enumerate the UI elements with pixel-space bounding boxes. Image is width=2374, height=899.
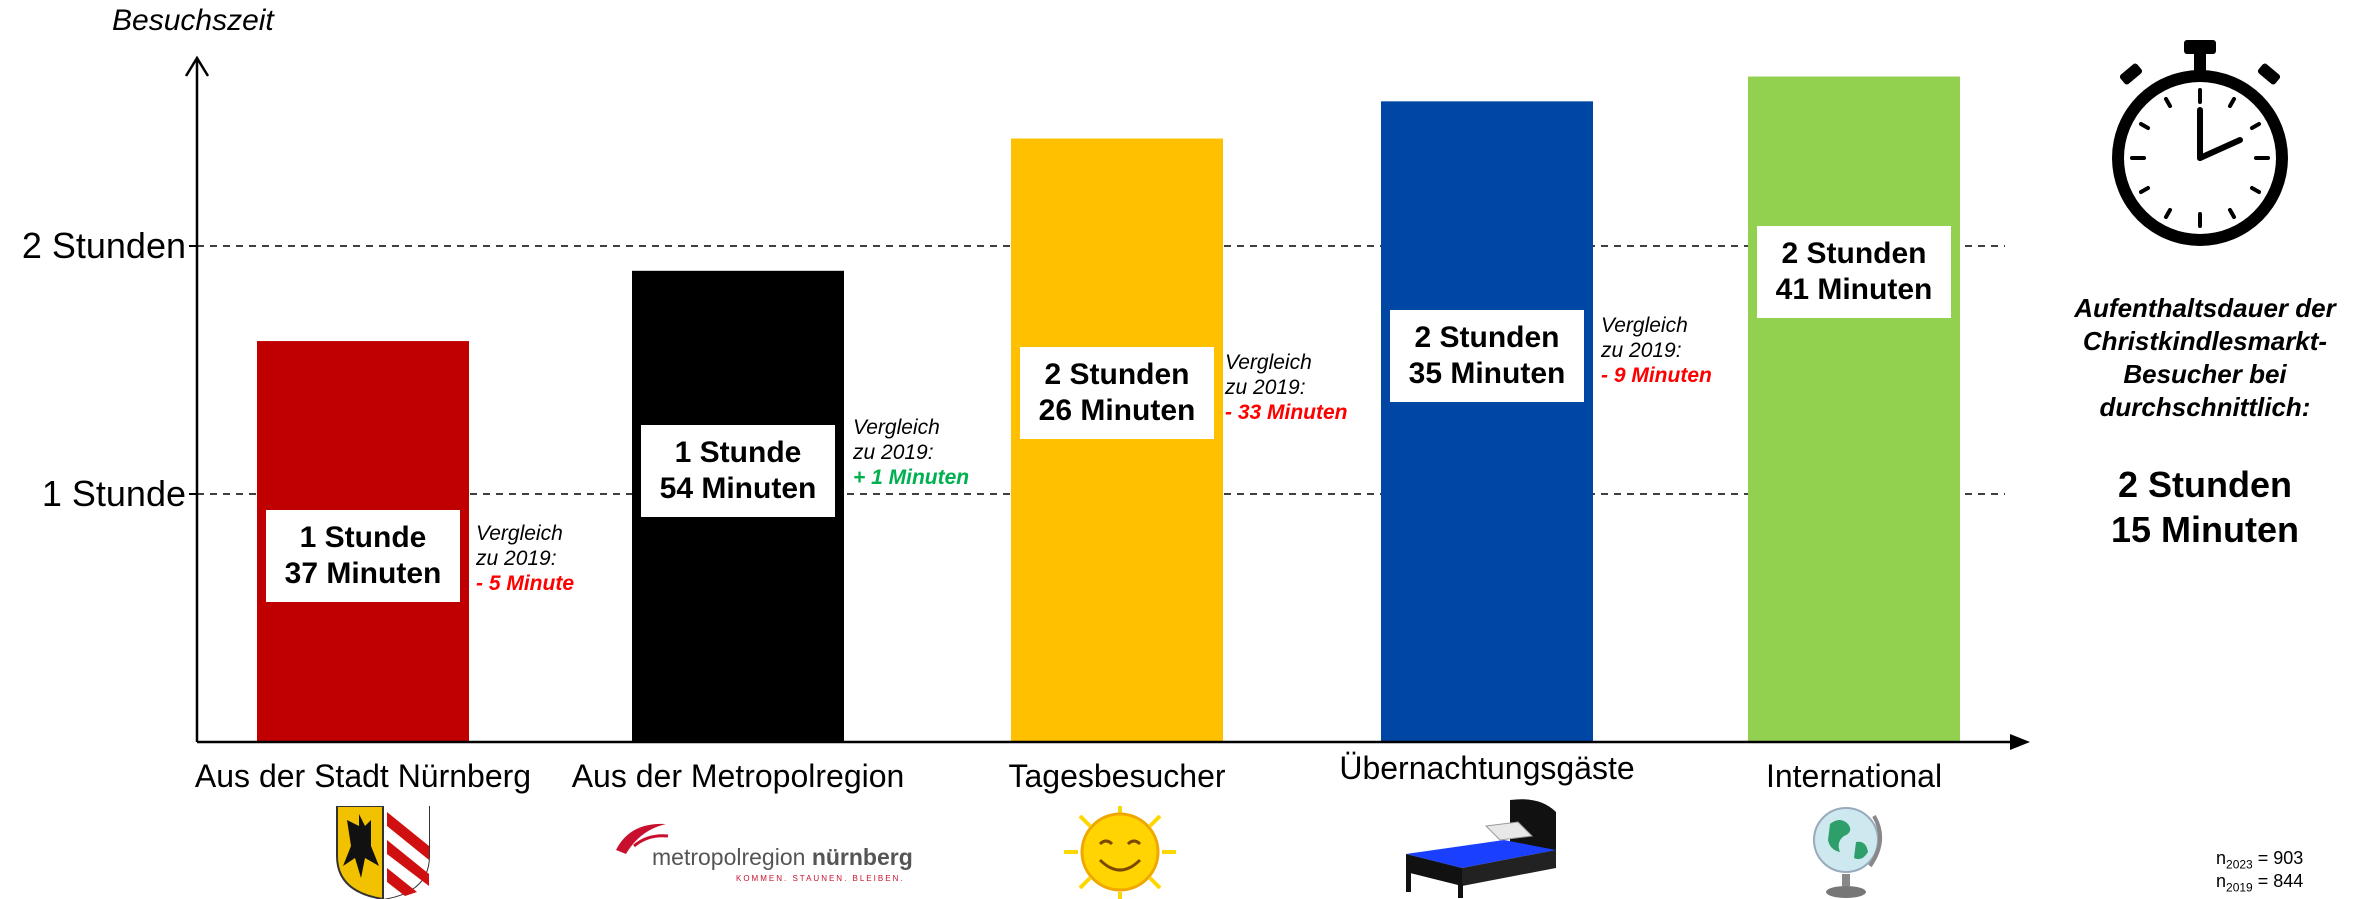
y-tick-label-1: 1 Stunde xyxy=(41,473,186,514)
summary-line-3: Besucher bei xyxy=(2123,359,2287,389)
sample-size-2019: n2019 = 844 xyxy=(2216,871,2304,895)
y-axis-arrow xyxy=(184,55,210,77)
bar-5 xyxy=(1748,76,1960,743)
comparison-note-2: Vergleich zu 2019: + 1 Minuten xyxy=(853,416,970,489)
bars xyxy=(257,76,1960,743)
summary-value: 2 Stunden 15 Minuten xyxy=(2045,462,2365,552)
x-category-label-5: International xyxy=(1765,758,1943,794)
sample-size-2023: n2023 = 903 xyxy=(2216,848,2304,872)
summary-caption: Aufenthaltsdauer der Christkindlesmarkt-… xyxy=(2045,292,2365,424)
x-category-label-2: Aus der Metropolregion xyxy=(571,758,905,794)
coat-of-arms-icon xyxy=(336,806,430,899)
bed-icon xyxy=(1406,799,1556,898)
summary-value-minutes: 15 Minuten xyxy=(2110,509,2299,550)
y-axis-title: Besuchszeit xyxy=(112,4,274,37)
x-category-label-4: Übernachtungsgäste xyxy=(1339,750,1635,786)
stopwatch-icon xyxy=(2112,40,2288,246)
metropol-text-bold: nürnberg xyxy=(811,844,913,870)
summary-line-1: Aufenthaltsdauer der xyxy=(2074,293,2336,323)
bar-value-label-1: 1 Stunde 37 Minuten xyxy=(266,510,460,602)
bar-4 xyxy=(1381,101,1593,743)
comparison-note-3: Vergleich zu 2019: - 33 Minuten xyxy=(1225,351,1348,424)
bar-value-label-3: 2 Stunden 26 Minuten xyxy=(1020,347,1214,439)
comparison-note-4: Vergleich zu 2019: - 9 Minuten xyxy=(1601,314,1712,387)
globe-icon xyxy=(1813,807,1882,898)
bar-3 xyxy=(1011,138,1223,743)
summary-value-hours: 2 Stunden xyxy=(2117,464,2292,505)
comparison-note-1: Vergleich zu 2019: - 5 Minute xyxy=(476,522,574,595)
bar-value-label-5: 2 Stunden 41 Minuten xyxy=(1757,226,1951,318)
metropolregion-logo: metropolregion nürnberg KOMMEN. STAUNEN.… xyxy=(612,818,913,888)
metropol-tagline: KOMMEN. STAUNEN. BLEIBEN. xyxy=(736,874,905,883)
metropol-text: metropolregion xyxy=(652,844,806,870)
x-axis-arrow xyxy=(2010,734,2030,750)
y-tick-label-2: 2 Stunden xyxy=(21,225,186,266)
axes xyxy=(184,55,2030,750)
bar-value-label-4: 2 Stunden 35 Minuten xyxy=(1390,310,1584,402)
x-category-label-3: Tagesbesucher xyxy=(1008,758,1226,794)
summary-line-2: Christkindlesmarkt- xyxy=(2082,326,2328,356)
summary-line-4: durchschnittlich: xyxy=(2099,392,2311,422)
sun-icon xyxy=(1064,806,1176,899)
x-category-label-1: Aus der Stadt Nürnberg xyxy=(194,758,532,794)
bar-value-label-2: 1 Stunde 54 Minuten xyxy=(641,425,835,517)
metropolregion-swoosh-icon xyxy=(616,823,669,854)
